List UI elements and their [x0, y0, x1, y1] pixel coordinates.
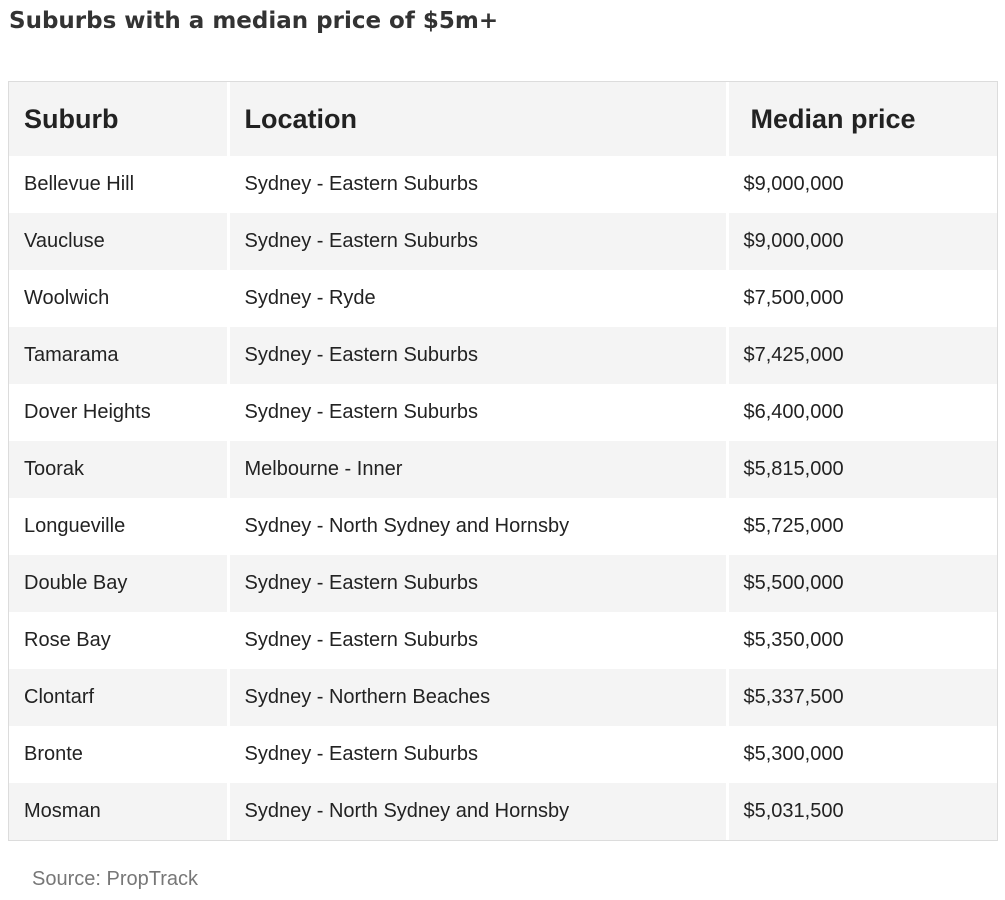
table-header-row: Suburb Location Median price — [9, 82, 997, 156]
table-row: Vaucluse Sydney - Eastern Suburbs $9,000,0… — [9, 213, 997, 270]
cell-location: Sydney - Eastern Suburbs — [226, 384, 727, 441]
cell-location: Melbourne - Inner — [226, 441, 727, 498]
table-body: Bellevue Hill Sydney - Eastern Suburbs $9,… — [9, 156, 997, 840]
cell-median-price: $5,500,000 — [725, 555, 997, 612]
cell-median-price: $9,000,000 — [725, 213, 997, 270]
column-header-median-price: Median price — [725, 82, 997, 156]
cell-median-price: $9,000,000 — [725, 156, 997, 213]
cell-location: Sydney - Eastern Suburbs — [226, 555, 727, 612]
table-row: Tamarama Sydney - Eastern Suburbs $7,425,0… — [9, 327, 997, 384]
page-title: Suburbs with a median price of $5m+ — [9, 8, 499, 34]
cell-median-price: $5,337,500 — [725, 669, 997, 726]
table-row: Toorak Melbourne - Inner $5,815,000 — [9, 441, 997, 498]
cell-median-price: $6,400,000 — [725, 384, 997, 441]
table-row: Double Bay Sydney - Eastern Suburbs $5,500… — [9, 555, 997, 612]
cell-suburb: Bronte — [9, 726, 228, 783]
table-row: Longueville Sydney - North Sydney and Hor… — [9, 498, 997, 555]
table-row: Clontarf Sydney - Northern Beaches $5,337,… — [9, 669, 997, 726]
table-row: Bellevue Hill Sydney - Eastern Suburbs $9,… — [9, 156, 997, 213]
cell-location: Sydney - Eastern Suburbs — [226, 327, 727, 384]
cell-location: Sydney - North Sydney and Hornsby — [226, 498, 727, 555]
column-header-suburb: Suburb — [9, 82, 228, 156]
table-header: Suburb Location Median price — [9, 82, 997, 156]
cell-suburb: Longueville — [9, 498, 228, 555]
cell-median-price: $5,725,000 — [725, 498, 997, 555]
cell-suburb: Rose Bay — [9, 612, 228, 669]
cell-suburb: Toorak — [9, 441, 228, 498]
cell-median-price: $5,300,000 — [725, 726, 997, 783]
price-table: Suburb Location Median price Bellevue Hi… — [9, 82, 997, 840]
cell-median-price: $5,031,500 — [725, 783, 997, 840]
cell-suburb: Vaucluse — [9, 213, 228, 270]
table-row: Bronte Sydney - Eastern Suburbs $5,300,000 — [9, 726, 997, 783]
cell-suburb: Bellevue Hill — [9, 156, 228, 213]
cell-location: Sydney - Ryde — [226, 270, 727, 327]
cell-median-price: $5,815,000 — [725, 441, 997, 498]
source-note: Source: PropTrack — [32, 868, 198, 890]
cell-location: Sydney - Eastern Suburbs — [226, 612, 727, 669]
cell-suburb: Clontarf — [9, 669, 228, 726]
cell-median-price: $7,500,000 — [725, 270, 997, 327]
price-table-container: Suburb Location Median price Bellevue Hi… — [8, 81, 998, 841]
cell-location: Sydney - North Sydney and Hornsby — [226, 783, 727, 840]
cell-location: Sydney - Northern Beaches — [226, 669, 727, 726]
cell-median-price: $5,350,000 — [725, 612, 997, 669]
cell-suburb: Dover Heights — [9, 384, 228, 441]
cell-suburb: Mosman — [9, 783, 228, 840]
cell-suburb: Tamarama — [9, 327, 228, 384]
table-row: Rose Bay Sydney - Eastern Suburbs $5,350,0… — [9, 612, 997, 669]
cell-suburb: Woolwich — [9, 270, 228, 327]
table-row: Mosman Sydney - North Sydney and Hornsby $… — [9, 783, 997, 840]
column-header-location: Location — [226, 82, 727, 156]
cell-median-price: $7,425,000 — [725, 327, 997, 384]
cell-location: Sydney - Eastern Suburbs — [226, 726, 727, 783]
cell-location: Sydney - Eastern Suburbs — [226, 156, 727, 213]
cell-location: Sydney - Eastern Suburbs — [226, 213, 727, 270]
cell-suburb: Double Bay — [9, 555, 228, 612]
table-row: Woolwich Sydney - Ryde $7,500,000 — [9, 270, 997, 327]
table-row: Dover Heights Sydney - Eastern Suburbs $6,… — [9, 384, 997, 441]
